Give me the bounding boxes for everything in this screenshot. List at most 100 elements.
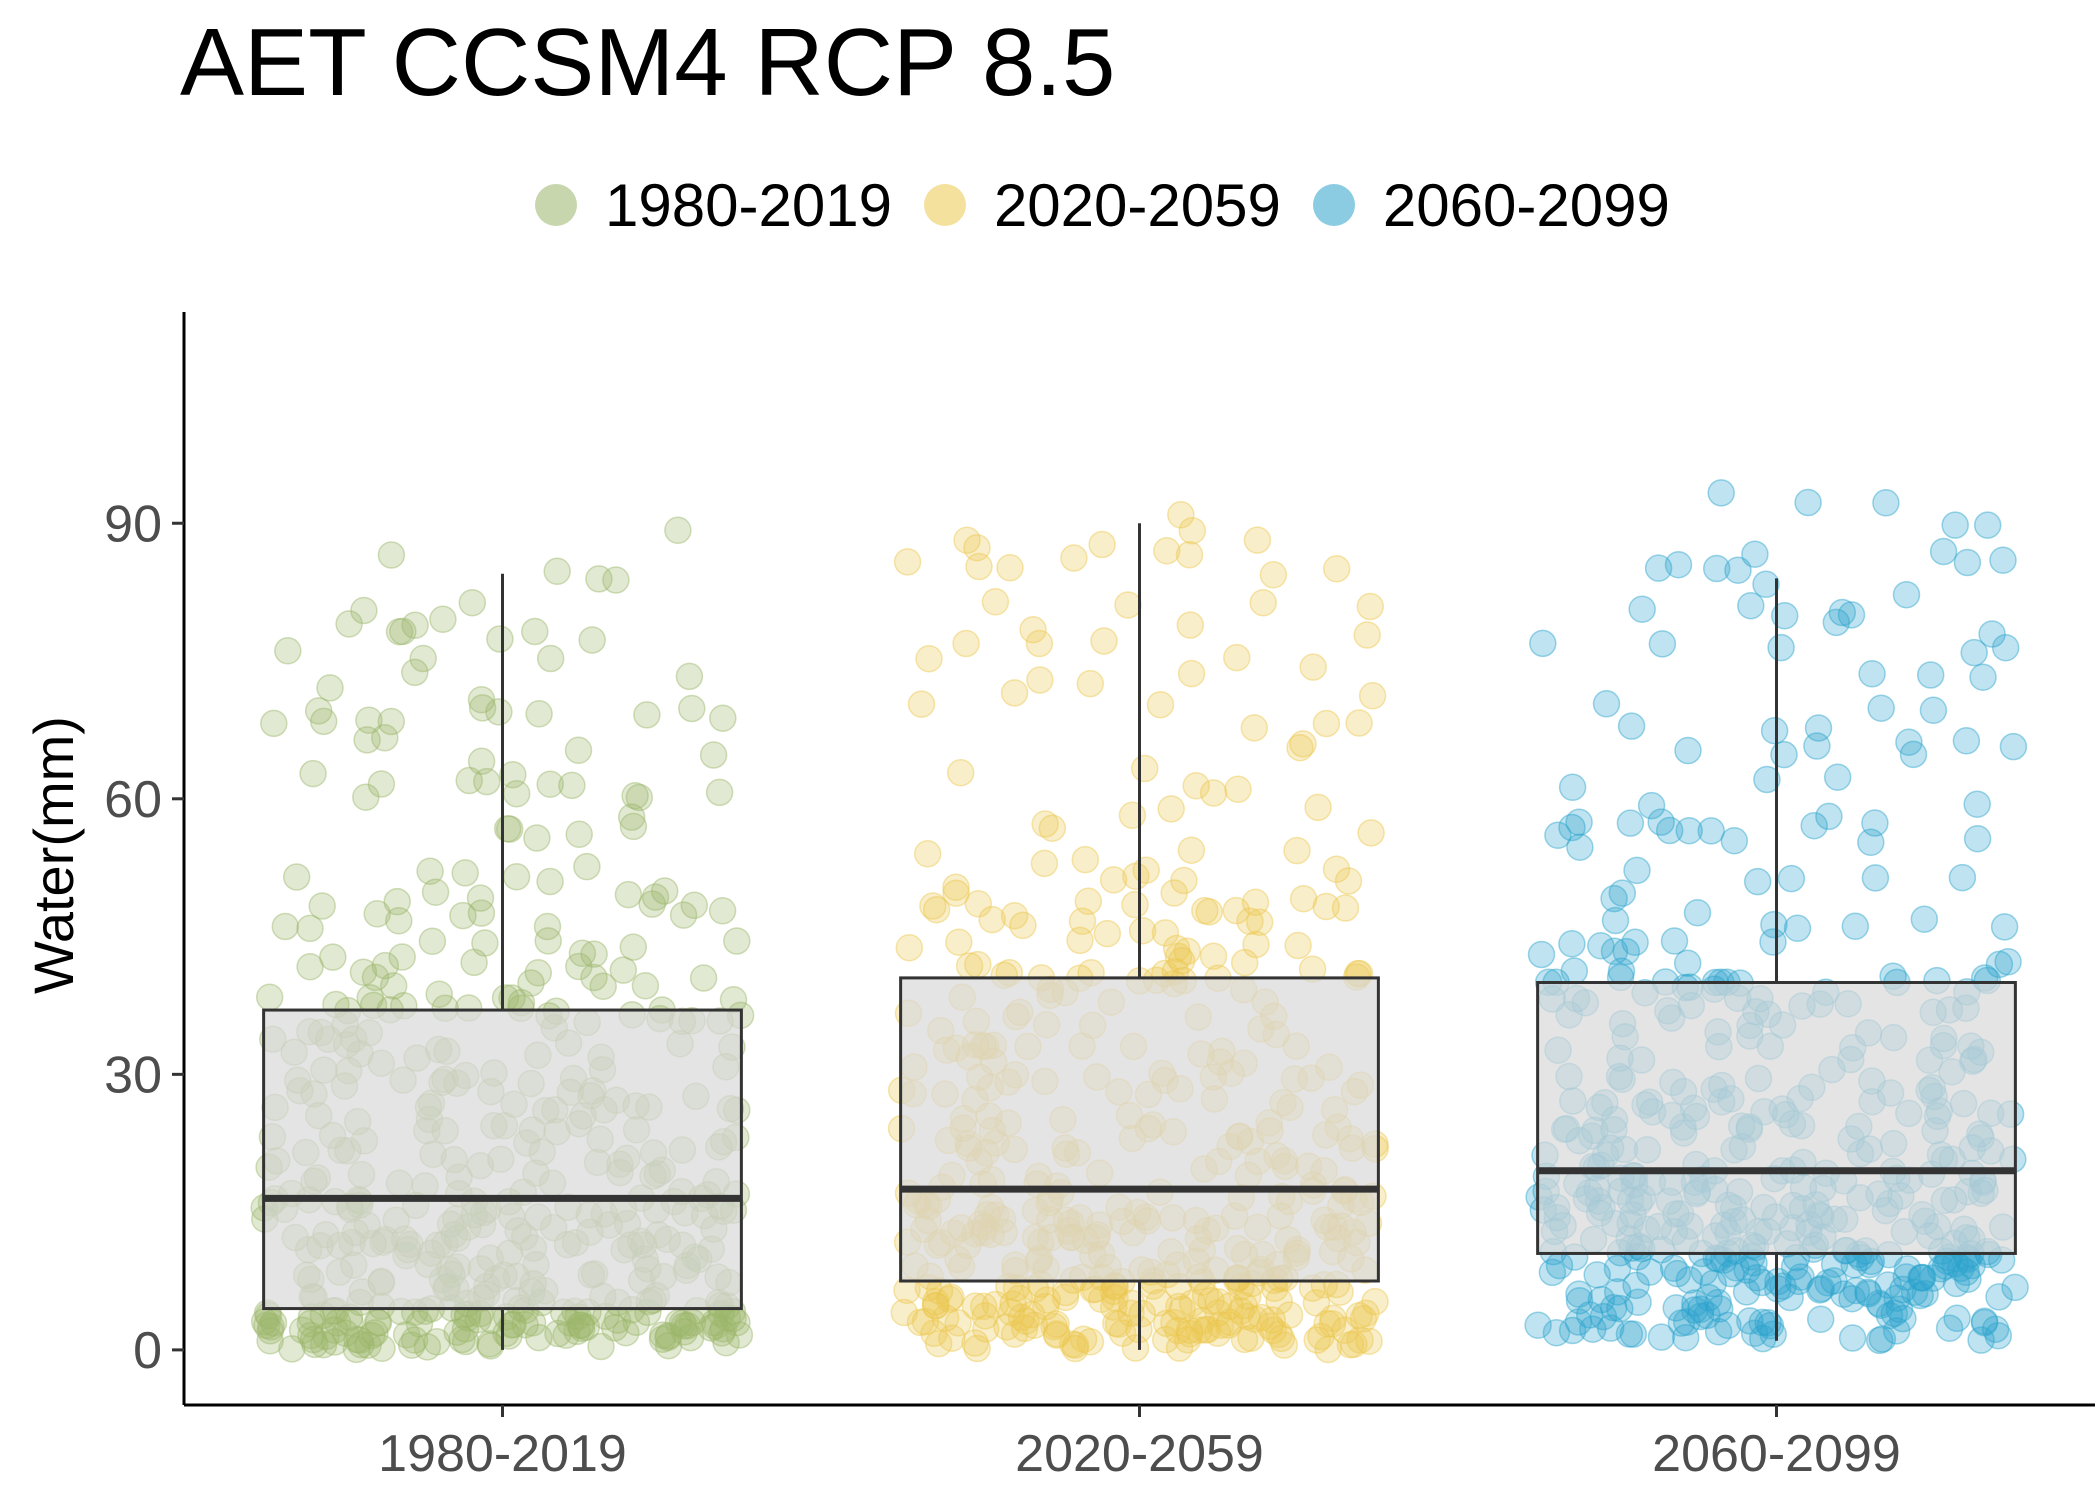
data-point <box>895 933 924 962</box>
data-point <box>1892 1263 1921 1291</box>
data-point <box>1690 1258 1719 1286</box>
data-point <box>1173 1326 1202 1354</box>
data-point <box>1963 790 1991 818</box>
data-point <box>1160 879 1188 907</box>
data-point <box>1660 927 1689 955</box>
data-point <box>1854 1280 1883 1308</box>
data-point <box>1842 1276 1871 1305</box>
data-point <box>499 1310 527 1339</box>
data-point <box>1177 836 1206 864</box>
data-point <box>1644 554 1673 582</box>
data-point <box>1286 733 1314 762</box>
data-point <box>1565 1280 1593 1308</box>
data-point <box>1874 1271 1902 1299</box>
data-point <box>1249 588 1277 617</box>
y-tick-label: 90 <box>104 495 162 553</box>
data-point <box>1283 836 1311 865</box>
data-point <box>568 1314 596 1343</box>
data-point <box>1234 1282 1262 1311</box>
x-tick-label: 2060-2099 <box>1652 1425 1901 1483</box>
data-point <box>260 709 288 738</box>
data-point <box>935 1285 964 1314</box>
data-point <box>1345 1301 1373 1330</box>
data-point <box>1770 740 1798 769</box>
data-point <box>1673 949 1702 977</box>
data-point <box>1236 907 1264 936</box>
data-point <box>1820 1250 1849 1278</box>
y-tick-label: 0 <box>133 1322 162 1380</box>
data-point <box>425 980 453 1008</box>
data-point <box>913 840 942 868</box>
legend-item-2060-2099: 2060-2099 <box>1312 171 1670 240</box>
data-point <box>1356 592 1385 621</box>
data-point <box>499 760 527 789</box>
data-point <box>363 900 391 928</box>
data-point <box>1989 546 2017 574</box>
data-point <box>1230 948 1259 977</box>
data-point <box>670 1311 699 1340</box>
data-point <box>1108 1319 1137 1347</box>
data-point <box>451 859 479 887</box>
data-point <box>1241 1305 1269 1333</box>
data-point <box>1857 828 1885 857</box>
data-point <box>1910 905 1939 933</box>
data-point <box>705 778 734 807</box>
data-point <box>1289 884 1318 913</box>
data-point <box>1524 1311 1552 1339</box>
data-point <box>383 887 411 916</box>
data-point <box>1302 1289 1331 1317</box>
legend-label-2020-2059: 2020-2059 <box>993 171 1281 239</box>
data-point <box>377 707 406 736</box>
data-point <box>1259 1316 1288 1345</box>
data-point <box>1985 950 2014 979</box>
data-point <box>1214 1311 1243 1339</box>
data-point <box>893 548 922 576</box>
data-point <box>467 899 496 927</box>
data-point <box>964 890 993 918</box>
data-point <box>1336 1331 1365 1359</box>
data-point <box>1575 1301 1604 1329</box>
data-point <box>915 644 943 673</box>
data-point <box>397 1331 426 1359</box>
data-point <box>1606 1294 1634 1323</box>
data-point <box>1087 1285 1116 1314</box>
data-point <box>589 972 617 1001</box>
data-point <box>1908 1263 1937 1292</box>
data-point <box>352 783 380 811</box>
data-point <box>1841 912 1870 941</box>
data-point <box>1117 1299 1145 1327</box>
data-point <box>533 912 562 941</box>
data-point <box>1856 1250 1884 1279</box>
data-point <box>455 766 483 795</box>
data-point <box>1854 1278 1882 1307</box>
data-point <box>1865 1326 1894 1355</box>
data-point <box>1104 1310 1133 1339</box>
data-point <box>282 863 311 891</box>
data-point <box>1942 1269 1971 1298</box>
data-point <box>906 1308 935 1337</box>
data-point <box>379 972 408 1000</box>
data-point <box>1999 732 2028 761</box>
data-point <box>1000 679 1029 707</box>
data-point <box>517 969 545 997</box>
data-point <box>1565 1286 1594 1315</box>
data-point <box>1861 809 1889 837</box>
data-point <box>458 588 487 617</box>
data-point <box>1608 879 1637 907</box>
data-point <box>385 907 413 935</box>
data-point <box>1176 1320 1204 1348</box>
data-point <box>536 867 564 896</box>
data-point <box>1733 1256 1761 1284</box>
data-point <box>669 901 698 929</box>
data-point <box>907 690 936 718</box>
data-point <box>449 901 477 930</box>
data-point <box>1042 1320 1071 1348</box>
data-point <box>1061 1331 1090 1359</box>
data-point <box>1241 888 1270 917</box>
data-point <box>349 958 378 986</box>
data-point <box>1947 1254 1975 1283</box>
legend-label-1980-2019: 1980-2019 <box>605 171 892 239</box>
data-point <box>1612 937 1641 966</box>
data-point <box>1889 1275 1917 1304</box>
